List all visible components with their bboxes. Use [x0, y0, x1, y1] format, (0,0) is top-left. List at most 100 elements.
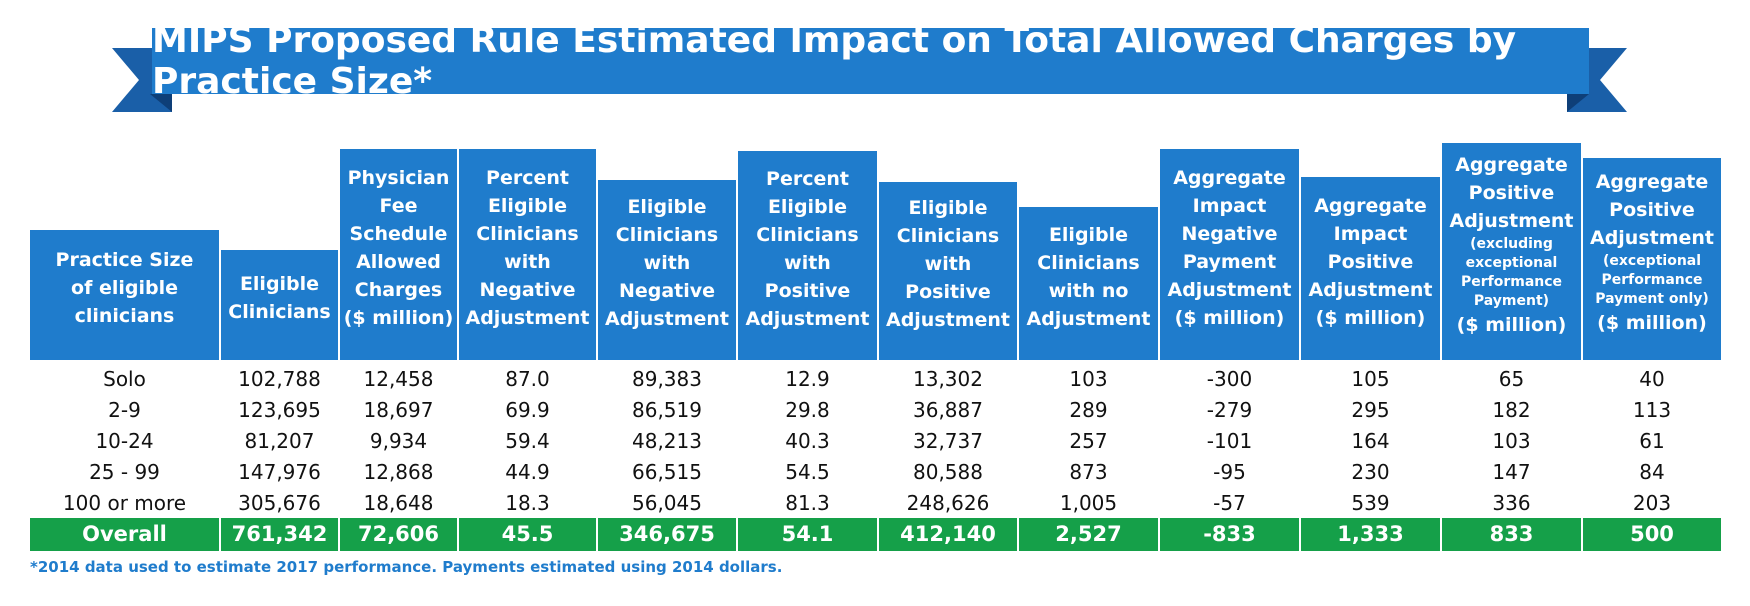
table-cell: 86,519	[632, 398, 702, 422]
table-cell: 61	[1639, 429, 1665, 453]
column-header-3-line: Fee	[379, 194, 418, 217]
table-cell: 89,383	[632, 367, 702, 391]
table-row: 2-9 123,695 18,697 69.9 86,519 29.8 36,887 289 -…	[0, 395, 1750, 425]
column-header-10-line: Aggregate	[1314, 194, 1427, 217]
column-header-12-line: Payment only)	[1595, 290, 1709, 307]
table-header: Practice Size of eligible clinicians Eligib…	[30, 143, 1721, 360]
column-header-7-line: Positive	[905, 281, 991, 303]
column-header-4-line: Negative	[479, 278, 576, 301]
overall-cell: 500	[1630, 522, 1674, 546]
table-cell: 123,695	[238, 398, 321, 422]
column-header-9-line: Negative	[1181, 222, 1278, 245]
column-header-3: Physician Fee Schedule Allowed Charges ($ mil…	[340, 149, 457, 360]
overall-cell-background	[340, 518, 457, 551]
column-header-3-line: Schedule	[349, 222, 448, 245]
row-label: 100 or more	[62, 491, 187, 515]
table-cell: 44.9	[505, 460, 550, 484]
column-header-9-line: Impact	[1192, 194, 1267, 217]
table-cell: 113	[1632, 398, 1672, 422]
column-header-10-line: Adjustment	[1308, 278, 1433, 301]
table-cell: 295	[1351, 398, 1390, 422]
column-header-1-line: Practice Size	[55, 249, 194, 271]
table-cell: 103	[1069, 367, 1108, 391]
table-cell: 69.9	[505, 398, 550, 422]
column-header-4-line: Percent	[486, 166, 569, 189]
column-header-8-line: Clinicians	[1037, 251, 1140, 274]
table-cell: 18.3	[505, 491, 550, 515]
column-header-5-line: Eligible	[627, 196, 707, 218]
table-row: 100 or more 305,676 18,648 18.3 56,045 81.3 24…	[0, 488, 1750, 518]
table-row: Solo 102,788 12,458 87.0 89,383 12.9 13,302 103…	[0, 364, 1750, 394]
overall-cell-background	[459, 518, 596, 551]
row-label: 25 - 99	[89, 460, 160, 484]
column-header-4-line: Adjustment	[465, 306, 590, 329]
column-header-3-line: ($ million)	[343, 306, 454, 329]
column-header-11-line: Payment)	[1473, 292, 1550, 309]
column-header-5-line: with	[643, 252, 691, 274]
column-header-3-line: Allowed	[356, 250, 441, 273]
row-label: 2-9	[108, 398, 141, 422]
table-cell: 336	[1492, 491, 1531, 515]
column-header-2-line: Clinicians	[228, 301, 331, 323]
column-header-5-line: Adjustment	[604, 308, 730, 330]
column-header-6-line: Adjustment	[745, 307, 870, 330]
table-cell: 103	[1492, 429, 1531, 453]
column-header-5-line: Clinicians	[615, 224, 719, 246]
table-cell: 18,697	[363, 398, 434, 422]
table-cell: 18,648	[363, 491, 434, 515]
column-header-12: Aggregate Positive Adjustment (exceptional P…	[1583, 158, 1721, 360]
table-cell: -279	[1206, 398, 1253, 422]
table-cell: -57	[1213, 491, 1246, 515]
table-cell: 248,626	[906, 491, 990, 515]
column-header-11-line: exceptional	[1465, 254, 1558, 271]
table-cell: 12,458	[363, 367, 434, 391]
table-row: 10-24 81,207 9,934 59.4 48,213 40.3 32,737 257 -…	[0, 426, 1750, 456]
column-header-4-line: with	[504, 250, 551, 273]
column-header-3-line: Charges	[354, 278, 443, 301]
column-header-11-line: Positive	[1468, 181, 1555, 204]
table-cell: 56,045	[632, 491, 702, 515]
overall-cell: 1,333	[1337, 522, 1404, 546]
column-header-11: Aggregate Positive Adjustment (excluding exc…	[1442, 143, 1581, 360]
column-header-11-line: (excluding	[1470, 235, 1553, 252]
column-header-12-line: Positive	[1609, 198, 1695, 221]
table-cell: 66,515	[632, 460, 702, 484]
column-header-9: Aggregate Impact Negative Payment Adjustment…	[1160, 149, 1299, 360]
table-cell: 40	[1639, 367, 1665, 391]
overall-cell: 412,140	[900, 522, 996, 546]
column-header-10-line: Impact	[1333, 222, 1408, 245]
table-row: 25 - 99 147,976 12,868 44.9 66,515 54.5 80,588…	[0, 457, 1750, 487]
table-cell: 81,207	[244, 429, 315, 453]
overall-cell: 72,606	[357, 522, 440, 546]
column-header-9-line: Adjustment	[1167, 278, 1292, 301]
column-header-6-line: Positive	[764, 279, 851, 302]
table-cell: 257	[1069, 429, 1108, 453]
column-header-7-line: Adjustment	[885, 309, 1011, 331]
table-cell: 873	[1069, 460, 1108, 484]
table-cell: 289	[1069, 398, 1108, 422]
column-header-11-line: ($ million)	[1456, 313, 1567, 336]
column-header-11-line: Adjustment	[1449, 209, 1574, 232]
column-header-10-line: Positive	[1327, 250, 1414, 273]
table-cell: 40.3	[785, 429, 830, 453]
overall-cell-background	[1301, 518, 1440, 551]
overall-cell: -833	[1203, 522, 1256, 546]
table-cell: 182	[1492, 398, 1531, 422]
column-header-6-line: with	[784, 251, 831, 274]
table-cell: 36,887	[913, 398, 983, 422]
overall-cell: 761,342	[231, 522, 328, 546]
overall-cell: 833	[1489, 522, 1534, 546]
column-header-7: Eligible Clinicians with Positive Adjustment	[879, 182, 1017, 360]
table-cell: 54.5	[785, 460, 830, 484]
table-cell: 81.3	[785, 491, 830, 515]
table-cell: 539	[1351, 491, 1390, 515]
overall-cell-background	[221, 518, 338, 551]
table-cell: -300	[1206, 367, 1253, 391]
overall-cell: 54.1	[781, 522, 834, 546]
table-cell: 9,934	[369, 429, 428, 453]
table-cell: 13,302	[913, 367, 983, 391]
column-header-4-line: Eligible	[487, 194, 568, 217]
table-cell: -95	[1213, 460, 1246, 484]
column-header-1-line: of eligible	[71, 277, 178, 299]
table-cell: 1,005	[1059, 491, 1118, 515]
